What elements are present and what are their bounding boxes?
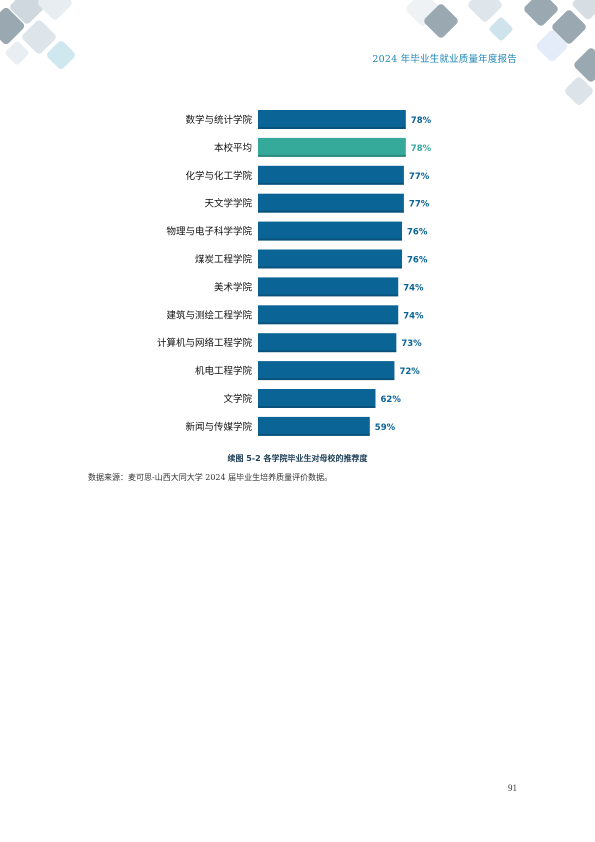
category-label: 本校平均 xyxy=(214,142,252,154)
bar-shadow xyxy=(258,127,406,129)
bar xyxy=(258,249,403,269)
category-label: 数学与统计学院 xyxy=(185,114,252,126)
bar-shadow xyxy=(258,433,370,436)
bar-shadow xyxy=(258,322,399,325)
value-label: 76% xyxy=(407,256,428,266)
bar-shadow xyxy=(258,350,397,353)
recommendation-bar-chart: 数学与统计学院 78% 本校平均 78% 化学与化工学院 77% 天文学学院 77% 物理与电子… xyxy=(157,110,432,436)
value-label: 77% xyxy=(409,172,430,182)
bar xyxy=(258,193,404,213)
category-label: 文学院 xyxy=(223,393,252,405)
bar xyxy=(258,110,406,129)
bar xyxy=(258,305,399,325)
page-number: 91 xyxy=(508,783,517,793)
bar-shadow xyxy=(258,154,406,157)
bar xyxy=(258,361,395,381)
value-label: 77% xyxy=(409,200,430,210)
value-label: 78% xyxy=(411,144,432,154)
value-label: 74% xyxy=(403,311,424,321)
bar xyxy=(258,277,399,297)
category-label: 机电工程学院 xyxy=(195,365,253,377)
value-label: 74% xyxy=(403,283,424,293)
value-label: 59% xyxy=(375,423,396,433)
bar xyxy=(258,416,370,436)
category-label: 计算机与网络工程学院 xyxy=(157,337,253,349)
bar xyxy=(258,165,404,185)
bar xyxy=(258,333,397,353)
bar-shadow xyxy=(258,406,376,408)
data-source-note: 数据来源：麦可思-山西大同大学 2024 届毕业生培养质量评价数据。 xyxy=(88,473,333,482)
bar xyxy=(258,389,376,408)
value-label: 73% xyxy=(401,339,422,349)
value-label: 76% xyxy=(407,228,428,238)
chart-caption: 续图 5-2 各学院毕业生对母校的推荐度 xyxy=(227,454,368,463)
value-label: 72% xyxy=(399,367,420,377)
bar-shadow xyxy=(258,294,399,297)
value-label: 78% xyxy=(411,116,432,126)
category-label: 物理与电子科学学院 xyxy=(166,226,252,238)
category-label: 化学与化工学院 xyxy=(185,170,252,182)
category-label: 天文学学院 xyxy=(204,198,252,210)
bar-shadow xyxy=(258,238,403,241)
bar-shadow xyxy=(258,378,395,381)
category-label: 建筑与测绘工程学院 xyxy=(166,309,252,321)
value-label: 62% xyxy=(380,395,401,405)
bar-shadow xyxy=(258,210,404,213)
running-header-title: 2024 年毕业生就业质量年度报告 xyxy=(372,54,517,65)
bar-shadow xyxy=(258,266,403,269)
bar-shadow xyxy=(258,182,404,185)
highlight-bar xyxy=(258,137,406,157)
category-label: 美术学院 xyxy=(214,281,253,293)
category-label: 煤炭工程学院 xyxy=(195,254,253,266)
category-label: 新闻与传媒学院 xyxy=(185,421,252,433)
bar xyxy=(258,221,403,241)
